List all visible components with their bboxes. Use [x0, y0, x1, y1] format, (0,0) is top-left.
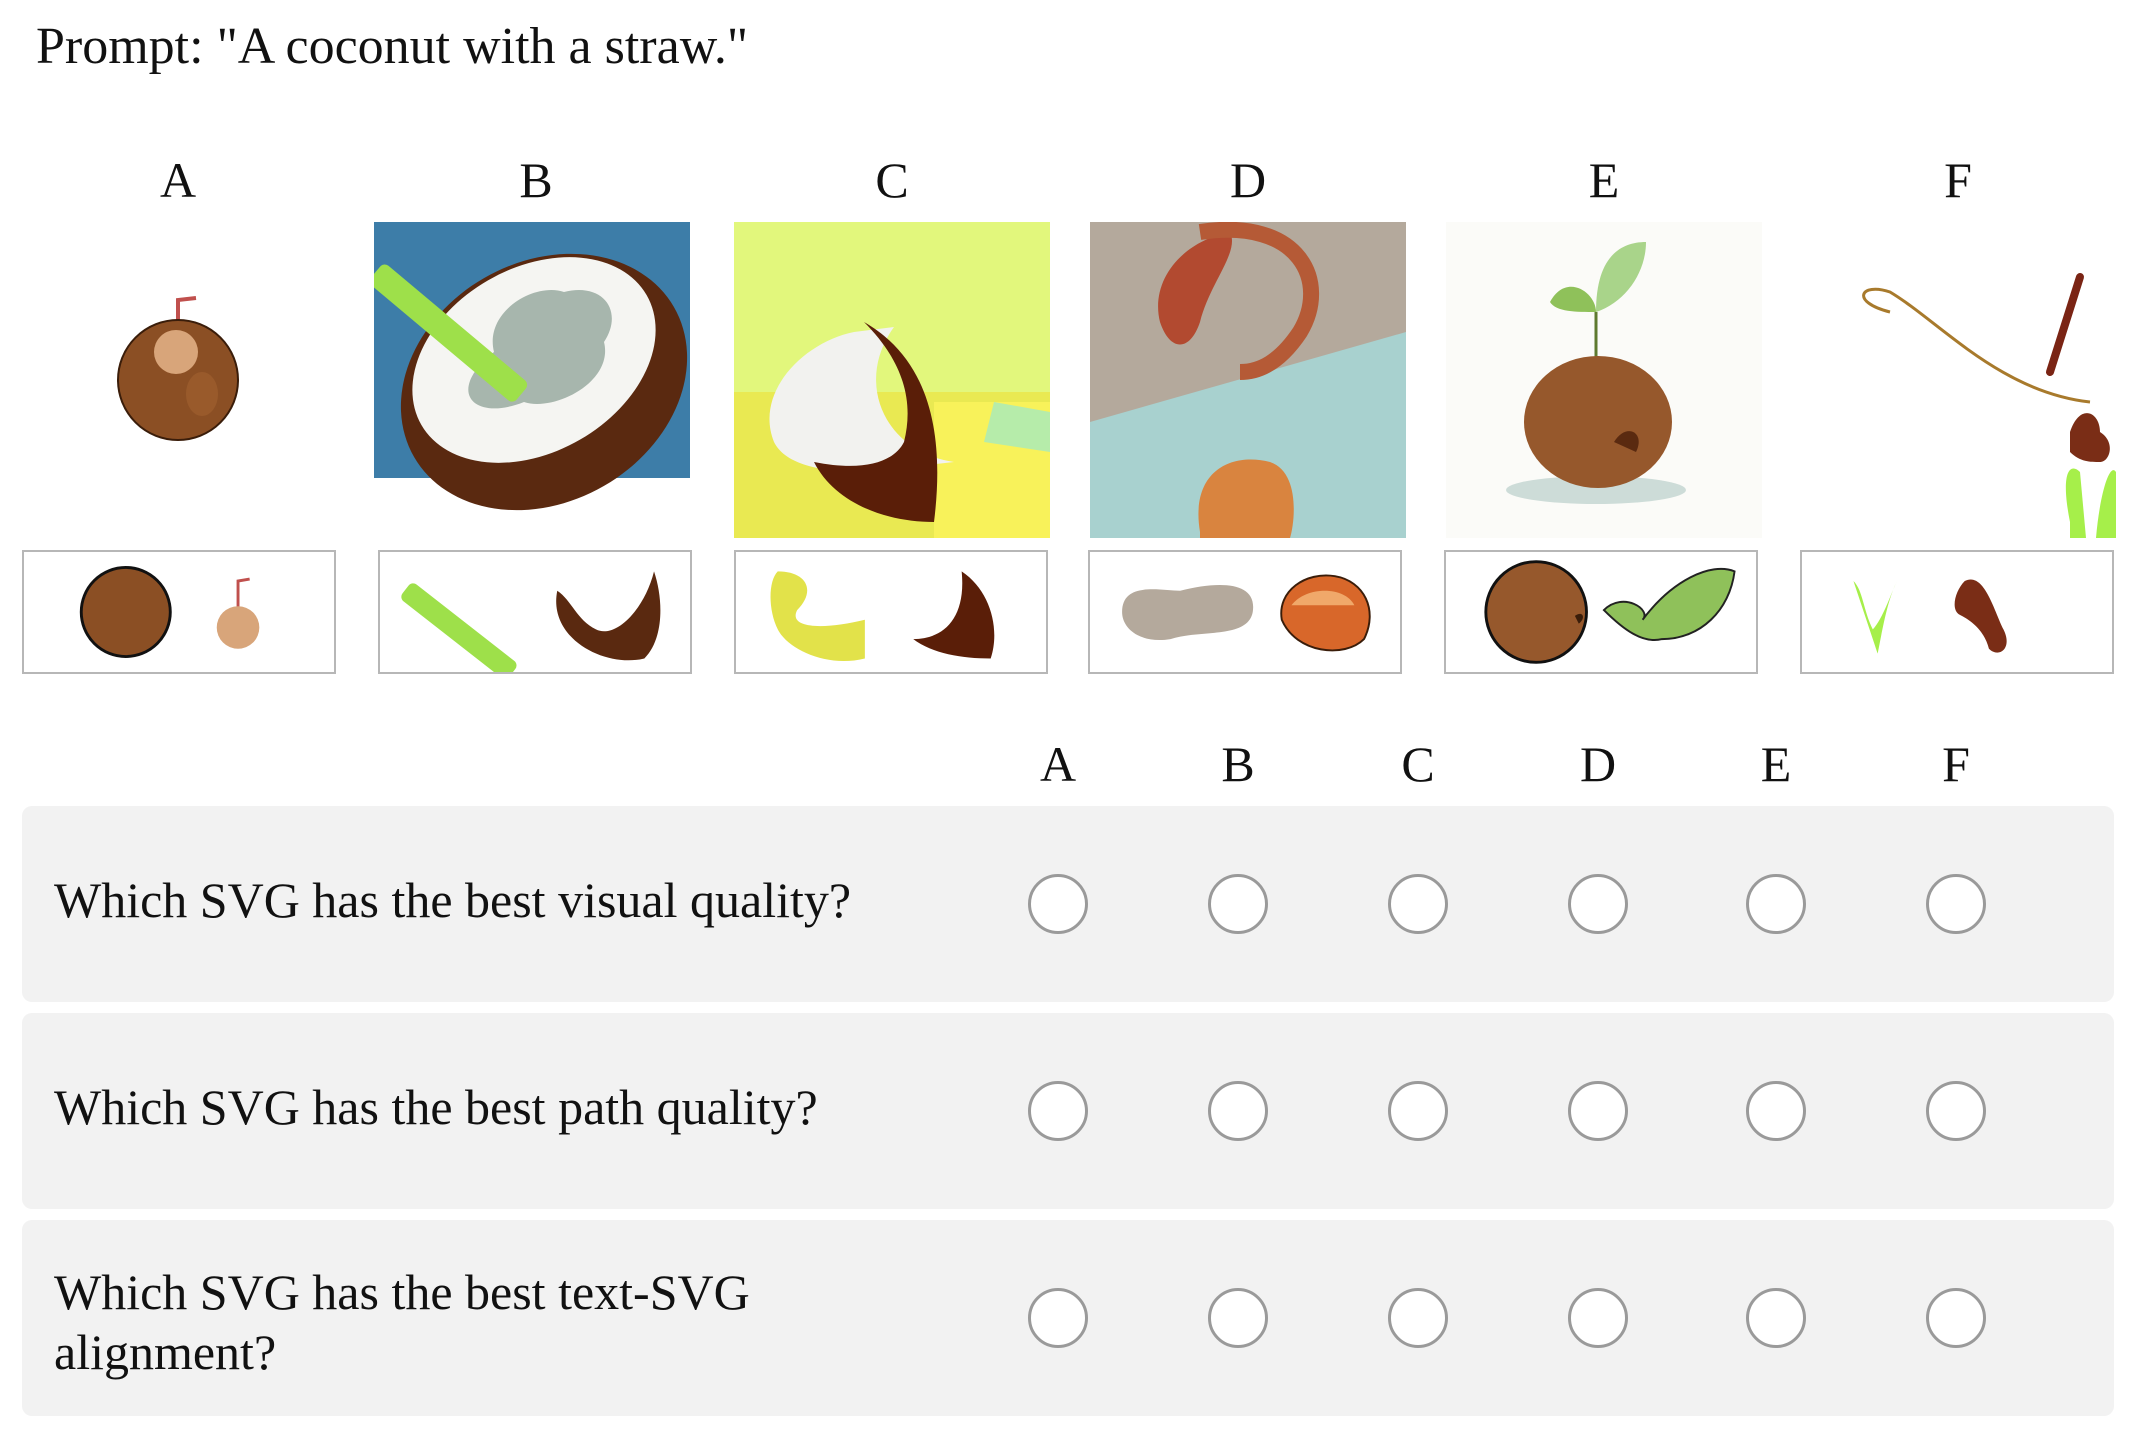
question-row-visual-quality: Which SVG has the best visual quality?: [22, 806, 2114, 1002]
radio-path-e[interactable]: [1746, 1081, 1806, 1141]
parts-strip-a: [22, 550, 336, 674]
radio-visual-e[interactable]: [1746, 874, 1806, 934]
radio-alignment-a[interactable]: [1028, 1288, 1088, 1348]
parts-strip-c: [734, 550, 1048, 674]
parts-strip-b: [378, 550, 692, 674]
column-label-f: F: [1944, 152, 1972, 208]
sparse-strokes-icon: [1800, 222, 2116, 538]
radio-column-label-d: D: [1579, 736, 1617, 792]
prompt-text: Prompt: "A coconut with a straw.": [36, 18, 749, 75]
column-label-e: E: [1588, 152, 1620, 208]
parts-strip-d: [1088, 550, 1402, 674]
question-text: Which SVG has the best path quality?: [54, 1079, 818, 1135]
coconut-with-straw-icon: [20, 222, 336, 538]
radio-path-d[interactable]: [1568, 1081, 1628, 1141]
radio-path-f[interactable]: [1926, 1081, 1986, 1141]
column-label-b: B: [519, 152, 553, 208]
question-text: Which SVG has the best visual quality?: [54, 872, 852, 928]
radio-column-label-f: F: [1942, 736, 1970, 792]
radio-path-a[interactable]: [1028, 1081, 1088, 1141]
column-label-a: A: [159, 152, 197, 208]
radio-visual-c[interactable]: [1388, 874, 1448, 934]
question-text: Which SVG has the best text-SVG alignmen…: [54, 1264, 750, 1380]
radio-visual-b[interactable]: [1208, 874, 1268, 934]
question-row-path-quality: Which SVG has the best path quality?: [22, 1013, 2114, 1209]
column-label-c: C: [875, 152, 909, 208]
radio-column-label-b: B: [1221, 736, 1255, 792]
radio-alignment-c[interactable]: [1388, 1288, 1448, 1348]
halved-coconut-icon: [374, 222, 690, 538]
radio-path-b[interactable]: [1208, 1081, 1268, 1141]
parts-strip-f: [1800, 550, 2114, 674]
sprouting-coconut-icon: [1446, 222, 1762, 538]
radio-alignment-e[interactable]: [1746, 1288, 1806, 1348]
radio-column-label-c: C: [1401, 736, 1435, 792]
radio-alignment-f[interactable]: [1926, 1288, 1986, 1348]
radio-visual-a[interactable]: [1028, 874, 1088, 934]
parts-strip-e: [1444, 550, 1758, 674]
radio-alignment-b[interactable]: [1208, 1288, 1268, 1348]
radio-alignment-d[interactable]: [1568, 1288, 1628, 1348]
question-row-text-svg-alignment: Which SVG has the best text-SVG alignmen…: [22, 1220, 2114, 1416]
radio-visual-d[interactable]: [1568, 874, 1628, 934]
abstract-coconut-shell-icon: [734, 222, 1050, 538]
radio-column-label-a: A: [1039, 736, 1077, 792]
radio-column-label-e: E: [1760, 736, 1792, 792]
abstract-shapes-icon: [1090, 222, 1406, 538]
radio-path-c[interactable]: [1388, 1081, 1448, 1141]
column-label-d: D: [1229, 152, 1267, 208]
radio-visual-f[interactable]: [1926, 874, 1986, 934]
